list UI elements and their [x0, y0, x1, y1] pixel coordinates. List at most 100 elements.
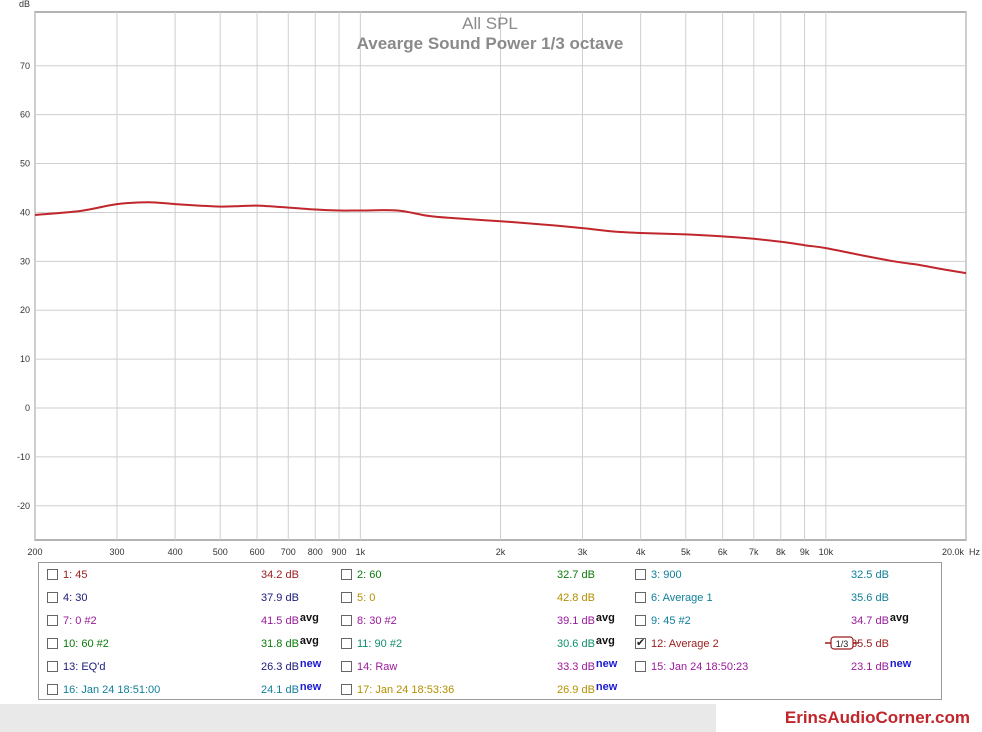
legend-label[interactable]: 13: EQ'd: [63, 661, 106, 673]
legend-value-text: 35.6 dB: [851, 592, 889, 604]
legend-label[interactable]: 5: 0: [357, 592, 376, 604]
legend-value-text: 24.1 dB: [261, 684, 299, 696]
x-tick-label: 700: [281, 547, 296, 557]
legend-label[interactable]: 7: 0 #2: [63, 615, 97, 627]
legend-label[interactable]: 14: Raw: [357, 661, 398, 673]
legend-label[interactable]: 12: Average 2: [651, 638, 719, 650]
legend-checkbox[interactable]: [341, 569, 352, 580]
legend-checkbox[interactable]: [635, 615, 646, 626]
legend-tag: avg: [889, 612, 909, 624]
legend-label[interactable]: 9: 45 #2: [651, 615, 691, 627]
legend-label[interactable]: 2: 60: [357, 569, 382, 581]
legend-value-text: 37.9 dB: [261, 592, 299, 604]
legend-checkbox[interactable]: [635, 569, 646, 580]
legend-checkbox[interactable]: [47, 592, 58, 603]
legend-label[interactable]: 8: 30 #2: [357, 615, 397, 627]
legend-checkbox[interactable]: [341, 638, 352, 649]
legend-value-text: 34.2 dB: [261, 569, 299, 581]
legend-tag: avg: [299, 635, 319, 647]
legend-value-text: 30.6 dB: [557, 638, 595, 650]
x-tick-labels: 200 300 400 500 600 700 800 900 1k 2k 3k 4k 5k 6k 7k 8k…: [27, 547, 964, 557]
legend-checkbox[interactable]: [635, 592, 646, 603]
legend-value-text: 33.3 dB: [557, 661, 595, 673]
legend-value: 42.8 dB: [557, 591, 595, 605]
legend-checkbox[interactable]: [341, 661, 352, 672]
legend-tag: new: [299, 681, 322, 693]
y-tick-label: 20: [20, 305, 30, 315]
legend-value-text: 26.3 dB: [261, 661, 299, 673]
legend-label[interactable]: 15: Jan 24 18:50:23: [651, 661, 749, 673]
legend-value: 32.5 dB: [851, 568, 889, 582]
legend-value: 34.2 dB: [261, 568, 299, 582]
x-tick-label: 20.0k: [942, 547, 965, 557]
x-tick-label: 8k: [776, 547, 786, 557]
legend-value: 33.3 dBnew: [557, 658, 618, 674]
legend-label[interactable]: 16: Jan 24 18:51:00: [63, 684, 161, 696]
legend-value: 34.7 dBavg: [851, 612, 909, 628]
y-tick-label: 50: [20, 159, 30, 169]
legend-checkbox[interactable]: [47, 638, 58, 649]
x-tick-label: 10k: [819, 547, 834, 557]
y-tick-label: 60: [20, 110, 30, 120]
legend-checkbox[interactable]: [635, 661, 646, 672]
y-tick-label: 0: [25, 403, 30, 413]
legend-checkbox[interactable]: [341, 615, 352, 626]
smoothing-label: 1/3: [836, 639, 849, 649]
legend-tag: avg: [595, 635, 615, 647]
legend-value-text: 42.8 dB: [557, 592, 595, 604]
brand-text: ErinsAudioCorner.com: [784, 708, 970, 727]
legend-value-text: 26.9 dB: [557, 684, 595, 696]
legend-value: 31.8 dBavg: [261, 635, 319, 651]
legend-tag: new: [595, 658, 618, 670]
legend-checkbox[interactable]: [341, 684, 352, 695]
legend-checkbox[interactable]: [47, 569, 58, 580]
y-axis-label: dB: [19, 0, 30, 9]
x-tick-label: 3k: [578, 547, 588, 557]
legend-panel: 1: 45 34.2 dB 2: 60 32.7 dB 3: 900 32.5 dB 4: …: [38, 562, 942, 700]
x-tick-label: 9k: [800, 547, 810, 557]
y-tick-label: -20: [17, 501, 30, 511]
legend-label[interactable]: 17: Jan 24 18:53:36: [357, 684, 455, 696]
x-tick-label: 800: [308, 547, 323, 557]
legend-tag: avg: [299, 612, 319, 624]
legend-label[interactable]: 4: 30: [63, 592, 88, 604]
x-tick-label: 6k: [718, 547, 728, 557]
smoothing-box: [830, 636, 854, 650]
y-tick-label: 30: [20, 256, 30, 266]
legend-value-text: 41.5 dB: [261, 615, 299, 627]
x-tick-label: 4k: [636, 547, 646, 557]
legend-tag: avg: [595, 612, 615, 624]
y-tick-labels: -20 -10 0 10 20 30 40 50 60 70: [17, 61, 30, 511]
legend-value-text: 35.5 dB: [851, 638, 889, 650]
grid: [34, 12, 967, 540]
x-tick-label: 2k: [496, 547, 506, 557]
smoothing-indicator: 1/3: [825, 636, 859, 650]
legend-value-text: 34.7 dB: [851, 615, 889, 627]
legend-checkbox[interactable]: [341, 592, 352, 603]
legend-value-text: 31.8 dB: [261, 638, 299, 650]
legend-checkbox[interactable]: [635, 636, 646, 649]
legend-tag: new: [595, 681, 618, 693]
x-tick-label: 500: [213, 547, 228, 557]
legend-label[interactable]: 3: 900: [651, 569, 682, 581]
legend-value: 35.6 dB: [851, 591, 889, 605]
legend-value: 26.9 dBnew: [557, 681, 618, 697]
legend-value: 41.5 dBavg: [261, 612, 319, 628]
legend-value: 23.1 dBnew: [851, 658, 911, 674]
legend-checkbox[interactable]: [47, 684, 58, 695]
legend-value: 39.1 dBavg: [557, 612, 615, 628]
spl-chart: -20 -10 0 10 20 30 40 50 60 70 200 300 400 500 600 700…: [17, 0, 981, 557]
legend-value: 35.5 dB: [851, 637, 889, 651]
legend-label[interactable]: 6: Average 1: [651, 592, 713, 604]
series-group: [34, 201, 967, 275]
legend-label[interactable]: 10: 60 #2: [63, 638, 109, 650]
x-tick-label: 600: [250, 547, 265, 557]
series-line-average-2: [34, 201, 967, 275]
legend-checkbox[interactable]: [47, 615, 58, 626]
legend-label[interactable]: 11: 90 #2: [357, 638, 403, 650]
y-tick-label: 40: [20, 207, 30, 217]
legend-value-text: 32.7 dB: [557, 569, 595, 581]
legend-value-text: 23.1 dB: [851, 661, 889, 673]
legend-label[interactable]: 1: 45: [63, 569, 88, 581]
legend-checkbox[interactable]: [47, 661, 58, 672]
